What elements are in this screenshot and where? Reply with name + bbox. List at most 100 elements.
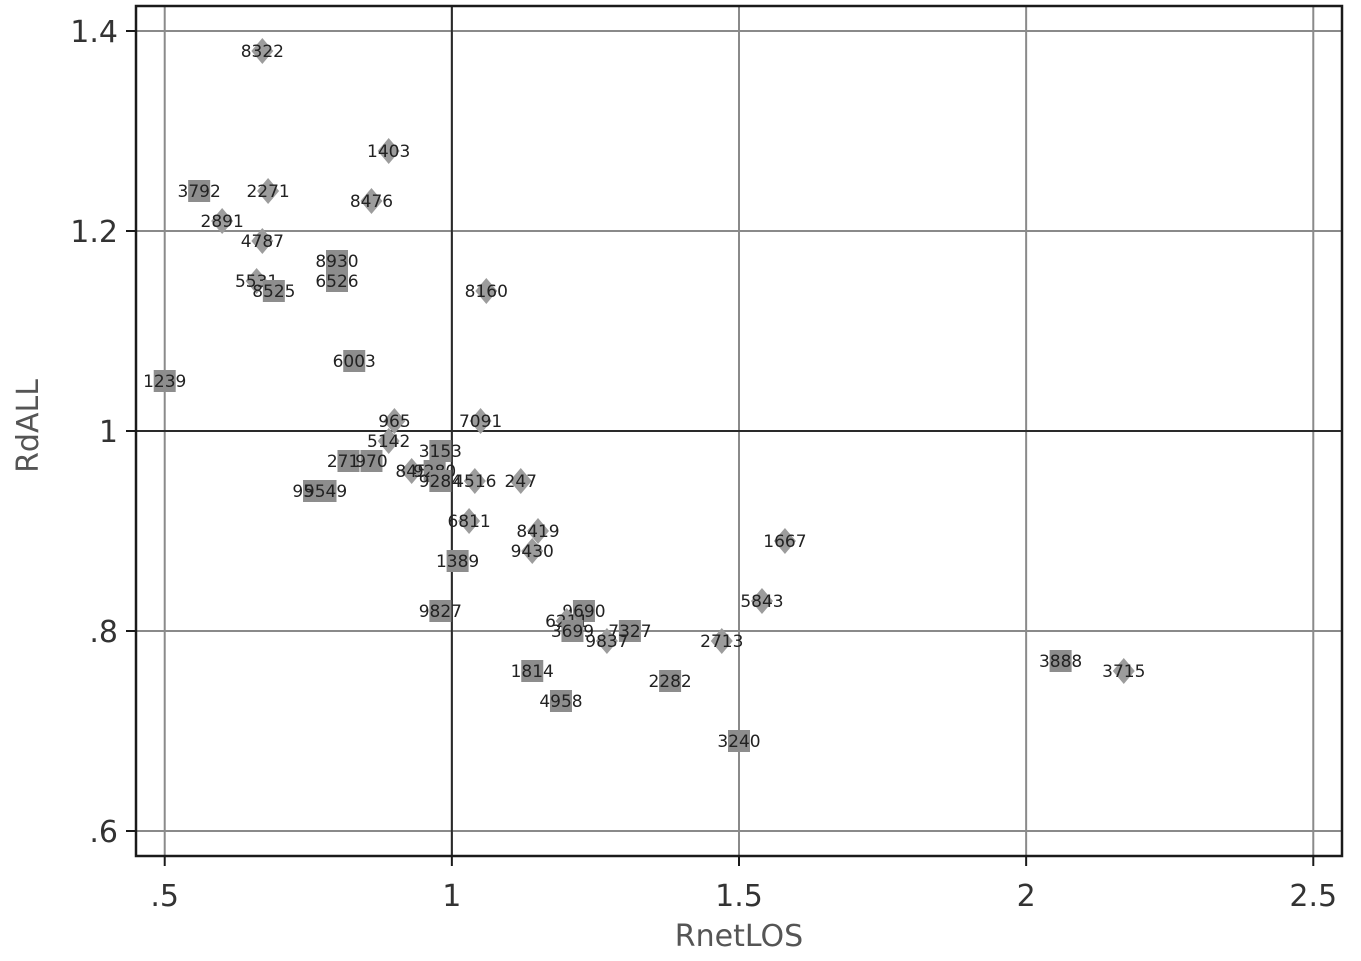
data-point: 8322 — [241, 38, 284, 64]
point-marker-square — [262, 280, 285, 302]
y-tick-label: .8 — [89, 615, 118, 650]
y-tick-label: 1 — [99, 415, 118, 450]
point-label: 2282 — [648, 672, 691, 692]
point-label: 2713 — [700, 632, 743, 652]
point-marker-diamond — [509, 468, 532, 494]
point-marker-diamond — [377, 428, 400, 454]
point-label: 2712 — [327, 452, 370, 472]
data-point: 4787 — [241, 228, 284, 254]
point-label: 8160 — [465, 282, 508, 302]
data-point: 8930 — [315, 250, 359, 272]
point-marker-square — [572, 600, 595, 622]
x-axis-ticks: .5 1 1.5 2 2.5 — [150, 856, 1337, 914]
point-label: 3715 — [1102, 662, 1145, 682]
point-label: 5843 — [740, 592, 783, 612]
data-point: 4958 — [539, 690, 583, 712]
point-marker-diamond — [211, 208, 234, 234]
point-marker-diamond — [1112, 658, 1135, 684]
data-point: 7091 — [459, 408, 502, 434]
point-marker-diamond — [360, 188, 383, 214]
point-marker-diamond — [521, 538, 544, 564]
data-point: 9837 — [585, 628, 629, 654]
data-point: 6003 — [333, 350, 376, 372]
point-label: 6526 — [315, 272, 358, 292]
point-label: 1389 — [436, 552, 479, 572]
point-label: 965 — [378, 412, 410, 432]
point-marker-diamond — [251, 38, 274, 64]
point-label: 3792 — [178, 182, 221, 202]
point-marker-diamond — [475, 278, 498, 304]
point-marker-square — [549, 690, 572, 712]
data-point: 9284 — [419, 470, 462, 492]
point-marker-square — [326, 250, 348, 272]
point-label: 8930 — [315, 252, 358, 272]
point-marker-square — [343, 350, 366, 372]
data-point: 2282 — [648, 670, 692, 692]
y-axis-ticks: .6 .8 1 1.2 1.4 — [70, 15, 136, 850]
point-marker-diamond — [251, 228, 274, 254]
point-marker-square — [561, 620, 584, 642]
point-label: 1239 — [143, 372, 186, 392]
data-point: 6526 — [315, 270, 359, 292]
y-tick-label: 1.4 — [70, 15, 118, 50]
point-marker-diamond — [383, 408, 406, 434]
data-point: 845 — [395, 458, 428, 484]
data-point: 2891 — [201, 208, 244, 234]
point-label: 8322 — [241, 42, 284, 62]
x-axis-title: RnetLOS — [675, 919, 803, 954]
point-marker-diamond — [377, 138, 400, 164]
point-marker-square — [360, 450, 383, 472]
point-marker-diamond — [245, 268, 268, 294]
point-marker-square — [659, 670, 682, 692]
data-point: 3715 — [1102, 658, 1145, 684]
data-point: 9549 — [304, 480, 347, 502]
point-marker-square — [618, 620, 641, 642]
point-label: 9430 — [511, 542, 554, 562]
data-point: 8160 — [465, 278, 508, 304]
point-marker-square — [337, 450, 360, 472]
x-tick-label: 1 — [442, 879, 461, 914]
data-point: 3792 — [178, 180, 221, 202]
point-label: 8476 — [350, 192, 393, 212]
point-label: 8525 — [252, 282, 295, 302]
data-point: 1667 — [763, 528, 807, 554]
point-marker-square — [153, 370, 176, 392]
point-marker-diamond — [257, 178, 280, 204]
point-label: 7327 — [608, 622, 651, 642]
point-marker-square — [429, 600, 452, 622]
data-point: 1403 — [367, 138, 410, 164]
point-label: 7091 — [459, 412, 502, 432]
point-label: 6811 — [447, 512, 490, 532]
data-point: 8476 — [350, 188, 393, 214]
point-marker-square — [188, 180, 211, 202]
point-marker-square — [1049, 650, 1072, 672]
point-label: 3153 — [419, 442, 462, 462]
point-marker-diamond — [527, 518, 549, 544]
point-marker-square — [429, 470, 452, 492]
point-label: 845 — [395, 462, 427, 482]
point-marker-square — [521, 660, 544, 682]
point-label: 2271 — [246, 182, 289, 202]
data-point: 3153 — [419, 440, 462, 462]
point-marker-diamond — [750, 588, 773, 614]
x-tick-label: 1.5 — [715, 879, 763, 914]
y-axis-title: RdALL — [11, 379, 46, 473]
point-label: 9837 — [585, 632, 628, 652]
point-label: 9549 — [304, 482, 347, 502]
point-marker-square — [728, 730, 750, 752]
data-point: 3240 — [717, 730, 761, 752]
data-point: 5531 — [235, 268, 278, 294]
data-point: 9430 — [511, 538, 554, 564]
data-point: 1239 — [143, 370, 186, 392]
point-marker-square — [326, 270, 348, 292]
data-point: 3888 — [1039, 650, 1082, 672]
y-tick-label: .6 — [89, 815, 118, 850]
data-point: 8419 — [516, 518, 560, 544]
data-point: 8525 — [252, 280, 295, 302]
data-point: 2271 — [246, 178, 290, 204]
point-label: 6003 — [333, 352, 376, 372]
x-tick-label: .5 — [150, 879, 179, 914]
data-point: 2712 — [327, 450, 370, 472]
